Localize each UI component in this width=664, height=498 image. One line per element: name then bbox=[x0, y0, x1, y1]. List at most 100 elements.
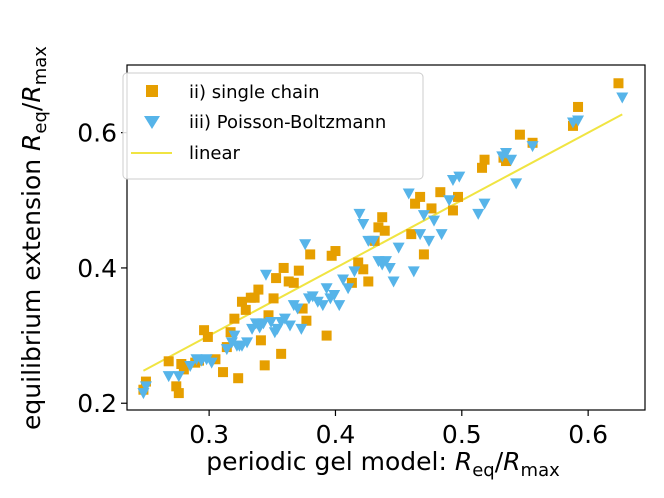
x-tick-label: 0.5 bbox=[442, 420, 482, 449]
single-chain-point bbox=[236, 296, 247, 307]
single-chain-point bbox=[163, 356, 174, 367]
poisson-boltzmann-point bbox=[616, 92, 629, 104]
poisson-boltzmann-point bbox=[428, 215, 441, 227]
single-chain-point bbox=[178, 364, 189, 375]
single-chain-point bbox=[305, 249, 316, 260]
single-chain-point bbox=[176, 359, 187, 369]
poisson-boltzmann-point bbox=[333, 300, 346, 312]
poisson-boltzmann-point bbox=[435, 229, 448, 241]
single-chain-point bbox=[358, 264, 369, 275]
poisson-boltzmann-point bbox=[328, 290, 341, 301]
single-chain-point bbox=[573, 101, 584, 112]
legend-label-linear: linear bbox=[189, 143, 241, 164]
linear-fit-line bbox=[142, 113, 623, 372]
poisson-boltzmann-point bbox=[357, 218, 370, 230]
plot-frame bbox=[126, 64, 646, 411]
legend-marker-poisson-boltzmann bbox=[144, 116, 160, 129]
legend-marker-single-chain bbox=[146, 85, 158, 97]
single-chain-point bbox=[283, 276, 294, 287]
poisson-boltzmann-point bbox=[572, 115, 585, 127]
single-chain-point bbox=[501, 156, 512, 167]
poisson-boltzmann-point bbox=[500, 147, 513, 159]
single-chain-point bbox=[259, 360, 270, 371]
poisson-boltzmann-point bbox=[316, 300, 329, 312]
single-chain-point bbox=[263, 310, 274, 321]
poisson-boltzmann-point bbox=[414, 229, 427, 241]
poisson-boltzmann-point bbox=[311, 296, 324, 308]
single-chain-point bbox=[229, 313, 240, 324]
poisson-boltzmann-point bbox=[200, 354, 213, 366]
single-chain-point bbox=[218, 367, 229, 378]
single-chain-point bbox=[202, 331, 213, 342]
x-tick-label: 0.3 bbox=[189, 420, 229, 449]
single-chain-point bbox=[276, 348, 287, 359]
single-chain-point bbox=[363, 276, 374, 287]
single-chain-point bbox=[199, 325, 210, 336]
single-chain-point bbox=[514, 129, 525, 140]
poisson-boltzmann-point bbox=[407, 266, 420, 278]
poisson-boltzmann-point bbox=[443, 195, 456, 207]
single-chain-point bbox=[373, 222, 384, 233]
poisson-boltzmann-point bbox=[478, 198, 491, 210]
single-chain-point bbox=[330, 246, 341, 257]
poisson-boltzmann-point bbox=[510, 178, 523, 190]
poisson-boltzmann-point bbox=[205, 357, 218, 369]
single-chain-point bbox=[255, 335, 266, 346]
poisson-boltzmann-point bbox=[383, 262, 396, 274]
poisson-boltzmann-point bbox=[402, 188, 415, 200]
y-tick-label: 0.4 bbox=[77, 254, 117, 283]
single-chain-point bbox=[233, 373, 244, 384]
legend-label-single-chain: ii) single chain bbox=[189, 82, 320, 103]
single-chain-point bbox=[240, 304, 251, 315]
poisson-boltzmann-point bbox=[228, 330, 241, 342]
poisson-boltzmann-point bbox=[295, 323, 308, 335]
poisson-boltzmann-point bbox=[291, 303, 304, 315]
single-chain-point bbox=[293, 265, 304, 276]
single-chain-point bbox=[379, 225, 390, 236]
single-chain-point bbox=[253, 284, 264, 295]
plot-area bbox=[137, 78, 629, 400]
poisson-boltzmann-point bbox=[265, 317, 278, 329]
axis-ticks: 0.3 0.4 0.5 0.6 0.2 0.4 0.6 bbox=[77, 119, 608, 449]
poisson-boltzmann-point bbox=[259, 269, 272, 281]
poisson-boltzmann-point bbox=[422, 235, 435, 247]
single-chain-point bbox=[453, 191, 464, 202]
single-chain-point bbox=[435, 187, 446, 198]
poisson-boltzmann-point bbox=[380, 256, 392, 268]
poisson-boltzmann-point bbox=[320, 283, 333, 295]
poisson-boltzmann-point bbox=[299, 239, 312, 251]
poisson-boltzmann-point bbox=[283, 320, 296, 332]
poisson-boltzmann-point bbox=[342, 283, 355, 295]
poisson-boltzmann-point bbox=[241, 337, 254, 349]
single-chain-point bbox=[278, 262, 289, 273]
single-chain-point bbox=[353, 257, 364, 268]
poisson-boltzmann-point bbox=[505, 154, 518, 166]
single-chain-point bbox=[426, 203, 437, 214]
poisson-boltzmann-point bbox=[278, 313, 291, 325]
poisson-boltzmann-point bbox=[367, 235, 380, 247]
single-chain-point bbox=[613, 78, 624, 89]
single-chain-point bbox=[271, 273, 282, 284]
poisson-boltzmann-point bbox=[184, 361, 197, 373]
poisson-boltzmann-point bbox=[348, 266, 361, 278]
single-chain-point bbox=[171, 381, 182, 392]
single-chain-point bbox=[288, 277, 299, 288]
poisson-boltzmann-point bbox=[453, 171, 466, 183]
poisson-boltzmann-point bbox=[392, 242, 405, 254]
poisson-boltzmann-point bbox=[353, 208, 366, 220]
single-chain-point bbox=[249, 292, 260, 303]
single-chain-point bbox=[297, 303, 308, 314]
poisson-boltzmann-point bbox=[162, 371, 175, 383]
single-chain-point bbox=[410, 198, 421, 209]
poisson-boltzmann-point bbox=[417, 210, 430, 222]
single-chain-point bbox=[447, 205, 458, 216]
single-chain-point bbox=[173, 388, 184, 399]
single-chain-point bbox=[415, 191, 426, 202]
y-tick-label: 0.6 bbox=[77, 119, 117, 148]
poisson-boltzmann-point bbox=[387, 276, 400, 288]
poisson-boltzmann-point bbox=[172, 371, 185, 383]
legend-box bbox=[122, 72, 424, 180]
single-chain-point bbox=[377, 212, 388, 223]
poisson-boltzmann-point bbox=[526, 141, 539, 153]
